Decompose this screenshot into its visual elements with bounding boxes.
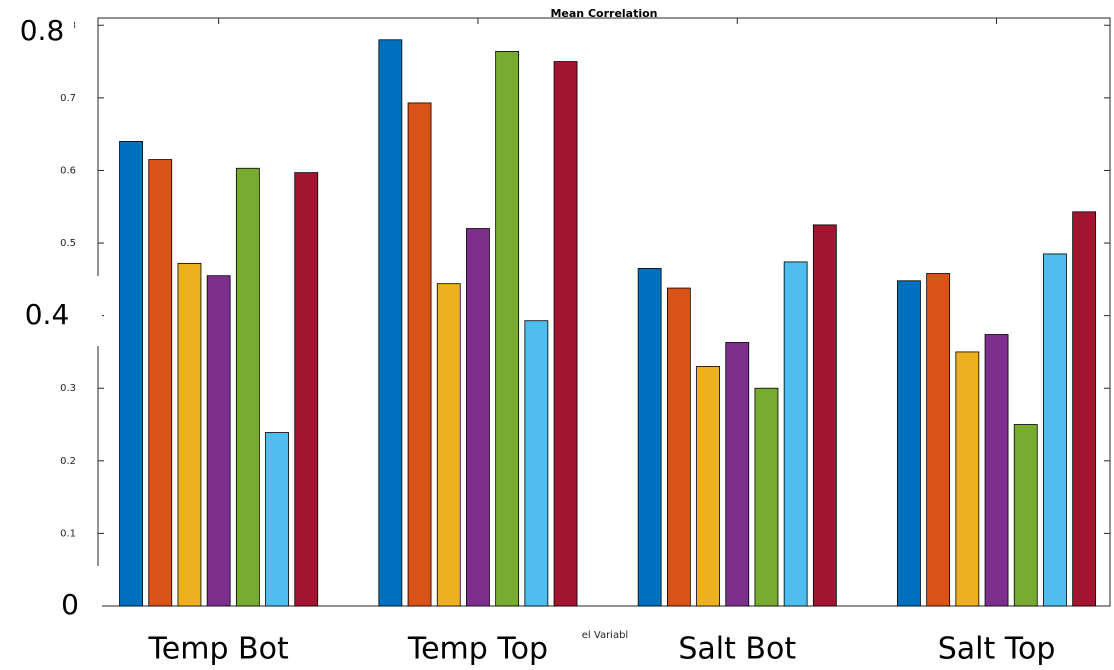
- bar: [637, 268, 662, 607]
- bar: [926, 273, 951, 607]
- bar: [897, 280, 921, 607]
- x-axis-label: el Variabl: [582, 630, 628, 641]
- bar: [265, 432, 289, 607]
- y-tick-label: 0.5: [60, 238, 76, 249]
- chart-title: Mean Correlation: [550, 7, 657, 20]
- y-tick-label: 0.7: [60, 93, 76, 104]
- y-tick-label: 0.2: [60, 456, 76, 467]
- bar: [1043, 253, 1067, 607]
- overlay-bg: [88, 566, 102, 602]
- bar: [812, 224, 837, 607]
- bar: [206, 275, 231, 607]
- bar: [783, 261, 808, 607]
- x-tick-label: Salt Top: [938, 632, 1056, 667]
- bar: [466, 228, 490, 607]
- x-tick-label: Salt Bot: [678, 632, 796, 667]
- y-tick-label: 0.6: [60, 165, 76, 176]
- bar: [119, 141, 143, 607]
- y-tick-label: 0.1: [60, 528, 76, 539]
- bar: [294, 172, 319, 607]
- bar: [495, 50, 520, 607]
- overlay-bg: [15, 296, 79, 336]
- bar: [725, 342, 750, 607]
- overlay-label: 0.4: [25, 298, 70, 331]
- bar: [955, 351, 980, 607]
- bar: [754, 387, 779, 607]
- bar: [524, 320, 549, 607]
- bar: [148, 159, 173, 607]
- overlay-label: 0.8: [20, 14, 65, 47]
- overlay-label: 0: [61, 588, 79, 621]
- bar: [666, 287, 691, 607]
- bar: [235, 167, 260, 607]
- bar: [696, 366, 720, 607]
- overlay-bg: [88, 276, 102, 346]
- bar: [436, 283, 461, 607]
- bar: [553, 61, 578, 607]
- bar: [177, 262, 202, 607]
- bar: [1013, 424, 1038, 607]
- bar: [378, 39, 403, 607]
- label-bg: [560, 626, 650, 644]
- bar: [407, 102, 432, 607]
- y-tick-label: 0.3: [60, 383, 76, 394]
- bar: [1072, 211, 1097, 607]
- bar: [984, 334, 1009, 607]
- overlay-bg: [10, 12, 74, 52]
- x-tick-label: Temp Bot: [148, 632, 289, 667]
- x-tick-label: Temp Top: [407, 632, 548, 667]
